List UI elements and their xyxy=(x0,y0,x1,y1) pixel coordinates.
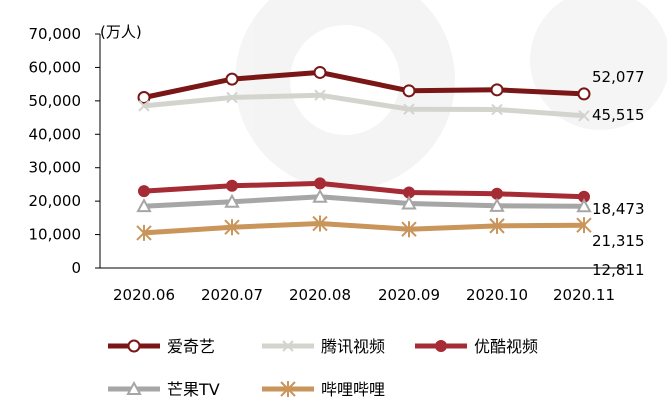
x-tick-label: 2020.07 xyxy=(201,286,263,304)
y-tick-label: 50,000 xyxy=(29,92,82,110)
x-tick-label: 2020.09 xyxy=(378,286,440,304)
x-tick-label: 2020.06 xyxy=(113,286,175,304)
legend-marker xyxy=(282,340,294,352)
y-tick-label: 70,000 xyxy=(29,25,82,43)
data-point xyxy=(576,198,592,213)
series-line xyxy=(143,69,585,100)
y-axis-ticks: 0 10,000 20,000 30,000 40,000 50,000 60,000 70,… xyxy=(29,25,100,277)
series-2 xyxy=(138,89,590,122)
end-value-label: 45,515 xyxy=(592,106,645,124)
data-point xyxy=(226,91,238,104)
data-point xyxy=(224,193,240,208)
series-line xyxy=(143,194,585,209)
data-point xyxy=(224,219,240,236)
data-point xyxy=(137,91,151,105)
data-point xyxy=(577,87,591,101)
x-tick-label: 2020.11 xyxy=(553,286,615,304)
data-point xyxy=(313,65,327,79)
data-point xyxy=(312,188,328,203)
series-line xyxy=(143,180,585,200)
series-line xyxy=(143,221,585,236)
legend-marker xyxy=(126,380,142,395)
y-axis-unit: (万人) xyxy=(100,23,142,41)
series-line xyxy=(143,92,585,119)
data-point xyxy=(489,197,505,212)
legend-marker xyxy=(127,339,141,353)
legend-item: 芒果TV xyxy=(108,380,220,399)
data-point xyxy=(314,89,326,101)
data-point xyxy=(578,110,590,122)
y-tick-label: 30,000 xyxy=(29,159,82,177)
series-3 xyxy=(138,177,590,203)
y-tick-label: 60,000 xyxy=(29,58,82,76)
end-value-label: 21,315 xyxy=(592,232,645,250)
watermark xyxy=(235,0,667,190)
data-point xyxy=(225,72,239,86)
y-tick-label: 20,000 xyxy=(29,192,82,210)
data-point xyxy=(136,198,152,213)
data-point xyxy=(138,185,150,198)
series-1 xyxy=(137,65,591,105)
legend-marker xyxy=(435,340,447,352)
series-5 xyxy=(136,215,592,241)
data-point xyxy=(314,177,326,190)
end-value-label: 52,077 xyxy=(592,68,645,86)
legend-item: 腾讯视频 xyxy=(262,337,385,356)
x-tick-label: 2020.10 xyxy=(466,286,528,304)
legend-label: 爱奇艺 xyxy=(167,337,215,356)
end-labels: 52,077 45,515 21,315 18,473 12,811 xyxy=(592,68,645,279)
series-4 xyxy=(136,188,592,213)
data-point xyxy=(138,100,150,112)
y-tick-label: 0 xyxy=(71,259,81,277)
legend-label: 哔哩哔哩 xyxy=(321,380,385,399)
legend-marker xyxy=(280,381,296,397)
legend-label: 腾讯视频 xyxy=(321,337,385,356)
data-point xyxy=(402,84,416,98)
legend-item: 爱奇艺 xyxy=(108,337,215,356)
x-tick-label: 2020.08 xyxy=(289,286,351,304)
x-axis-ticks: 2020.06 2020.07 2020.08 2020.09 2020.10 2020.… xyxy=(113,286,615,304)
data-point xyxy=(136,224,152,241)
series-group xyxy=(136,65,592,241)
data-point xyxy=(489,217,505,234)
legend-label: 芒果TV xyxy=(167,380,220,399)
data-point xyxy=(490,83,504,97)
data-point xyxy=(401,221,417,238)
data-point xyxy=(312,215,328,232)
legend-item: 哔哩哔哩 xyxy=(262,380,385,399)
end-value-label: 12,811 xyxy=(592,261,645,279)
y-tick-label: 10,000 xyxy=(29,226,82,244)
data-point xyxy=(226,179,238,192)
data-point xyxy=(403,103,415,115)
data-point xyxy=(401,195,417,210)
data-point xyxy=(491,187,503,200)
data-point xyxy=(491,103,503,116)
legend-label: 优酷视频 xyxy=(474,337,538,356)
end-value-label: 18,473 xyxy=(592,200,645,218)
legend-item: 优酷视频 xyxy=(415,337,538,356)
y-tick-label: 40,000 xyxy=(29,125,82,143)
data-point xyxy=(576,217,592,234)
